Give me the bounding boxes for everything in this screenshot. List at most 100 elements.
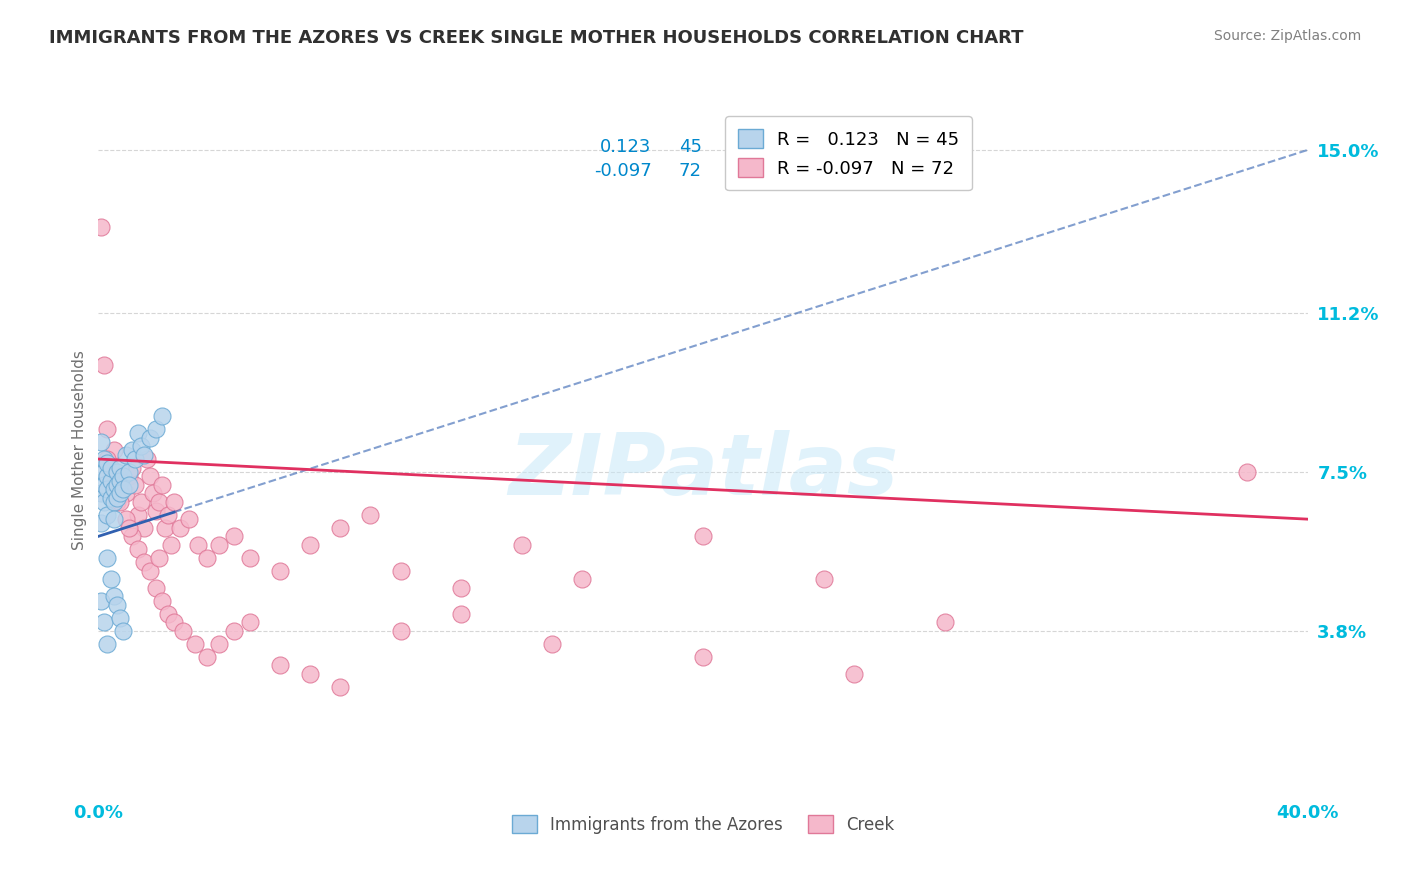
- Point: [540, 637, 562, 651]
- Point: [103, 482, 125, 496]
- Point: [108, 460, 131, 475]
- Point: [329, 521, 352, 535]
- Point: [121, 460, 143, 475]
- Point: [450, 581, 472, 595]
- Point: [100, 465, 122, 479]
- Point: [153, 521, 176, 535]
- Point: [156, 508, 179, 522]
- Text: 0.123: 0.123: [600, 137, 651, 156]
- Point: [108, 474, 131, 488]
- Point: [139, 431, 162, 445]
- Y-axis label: Single Mother Households: Single Mother Households: [72, 351, 87, 550]
- Point: [148, 550, 170, 565]
- Point: [108, 474, 131, 488]
- Point: [93, 452, 115, 467]
- Point: [172, 624, 194, 638]
- Point: [90, 516, 112, 531]
- Point: [127, 542, 149, 557]
- Point: [103, 443, 125, 458]
- Point: [239, 615, 262, 630]
- Point: [150, 409, 173, 424]
- Point: [93, 495, 115, 509]
- Point: [163, 495, 186, 509]
- Point: [96, 637, 118, 651]
- Point: [108, 611, 131, 625]
- Point: [139, 469, 162, 483]
- Point: [692, 529, 714, 543]
- Point: [118, 478, 141, 492]
- Point: [127, 426, 149, 441]
- Text: ZIPatlas: ZIPatlas: [508, 430, 898, 513]
- Point: [111, 482, 134, 496]
- Point: [105, 495, 128, 509]
- Point: [299, 666, 322, 681]
- Point: [127, 508, 149, 522]
- Point: [145, 422, 167, 436]
- Point: [208, 538, 231, 552]
- Point: [96, 456, 118, 470]
- Point: [118, 465, 141, 479]
- Point: [96, 482, 118, 496]
- Point: [96, 550, 118, 565]
- Point: [510, 538, 533, 552]
- Point: [108, 495, 131, 509]
- Point: [124, 478, 146, 492]
- Point: [118, 521, 141, 535]
- Point: [450, 607, 472, 621]
- Point: [145, 581, 167, 595]
- Point: [96, 508, 118, 522]
- Point: [100, 491, 122, 505]
- Point: [208, 637, 231, 651]
- Point: [96, 469, 118, 483]
- Point: [121, 443, 143, 458]
- Point: [96, 452, 118, 467]
- Point: [103, 512, 125, 526]
- Point: [148, 495, 170, 509]
- Point: [389, 564, 412, 578]
- Point: [105, 491, 128, 505]
- Point: [360, 508, 382, 522]
- Point: [934, 615, 956, 630]
- Point: [129, 439, 152, 453]
- Point: [571, 572, 593, 586]
- Point: [108, 486, 131, 500]
- Point: [135, 452, 157, 467]
- Point: [184, 637, 207, 651]
- Point: [156, 607, 179, 621]
- Legend: Immigrants from the Azores, Creek: Immigrants from the Azores, Creek: [505, 808, 901, 840]
- Point: [90, 220, 112, 235]
- Point: [105, 465, 128, 479]
- Point: [124, 452, 146, 467]
- Point: [813, 572, 835, 586]
- Point: [103, 478, 125, 492]
- Point: [93, 615, 115, 630]
- Point: [114, 512, 136, 526]
- Point: [93, 465, 115, 479]
- Point: [121, 529, 143, 543]
- Point: [96, 422, 118, 436]
- Point: [93, 478, 115, 492]
- Point: [145, 503, 167, 517]
- Point: [90, 486, 112, 500]
- Point: [163, 615, 186, 630]
- Point: [195, 649, 218, 664]
- Point: [844, 666, 866, 681]
- Text: IMMIGRANTS FROM THE AZORES VS CREEK SINGLE MOTHER HOUSEHOLDS CORRELATION CHART: IMMIGRANTS FROM THE AZORES VS CREEK SING…: [49, 29, 1024, 46]
- Point: [105, 478, 128, 492]
- Point: [118, 469, 141, 483]
- Point: [139, 564, 162, 578]
- Point: [1236, 465, 1258, 479]
- Point: [150, 593, 173, 607]
- Text: Source: ZipAtlas.com: Source: ZipAtlas.com: [1213, 29, 1361, 43]
- Text: 45: 45: [679, 137, 702, 156]
- Point: [90, 593, 112, 607]
- Point: [103, 495, 125, 509]
- Point: [111, 482, 134, 496]
- Point: [111, 624, 134, 638]
- Point: [299, 538, 322, 552]
- Point: [103, 590, 125, 604]
- Point: [100, 572, 122, 586]
- Point: [150, 478, 173, 492]
- Point: [132, 555, 155, 569]
- Point: [90, 434, 112, 449]
